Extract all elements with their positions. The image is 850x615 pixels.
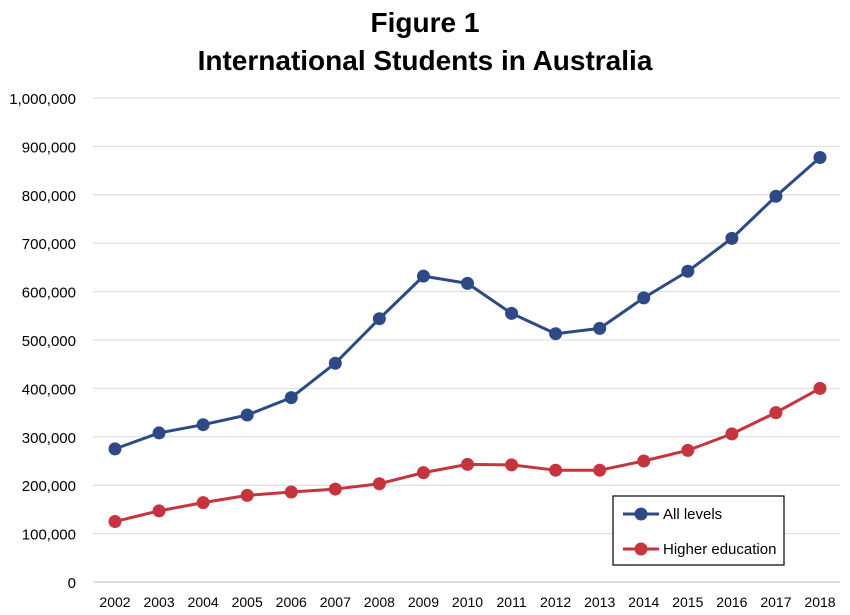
data-point [108, 442, 122, 456]
x-tick-label: 2004 [188, 594, 219, 610]
data-point [593, 463, 607, 477]
legend: All levels Higher education [612, 495, 785, 566]
series-all-levels [108, 151, 827, 456]
data-point [725, 231, 739, 245]
legend-marker [634, 507, 648, 521]
data-point [813, 151, 827, 165]
data-point [637, 291, 651, 305]
legend-item: Higher education [623, 541, 776, 558]
data-point [681, 264, 695, 278]
chart-title-line-2: International Students in Australia [197, 45, 653, 76]
data-point [416, 269, 430, 283]
data-point [725, 427, 739, 441]
data-point [549, 327, 563, 341]
data-point [152, 504, 166, 518]
x-tick-label: 2003 [143, 594, 174, 610]
y-tick-label: 300,000 [22, 430, 76, 447]
x-tick-label: 2002 [99, 594, 130, 610]
x-tick-label: 2014 [628, 594, 659, 610]
y-tick-label: 800,000 [22, 188, 76, 205]
data-point [549, 463, 563, 477]
x-tick-label: 2018 [804, 594, 835, 610]
x-axis-tick-labels: 2002 2003 2004 2005 2006 2007 2008 2009 2010 2011… [99, 594, 835, 610]
x-tick-label: 2008 [364, 594, 395, 610]
x-tick-label: 2017 [760, 594, 791, 610]
x-tick-label: 2012 [540, 594, 571, 610]
legend-label: Higher education [663, 541, 776, 558]
x-tick-label: 2007 [320, 594, 351, 610]
data-point [372, 312, 386, 326]
data-point [240, 488, 254, 502]
data-point [681, 443, 695, 457]
x-tick-label: 2009 [408, 594, 439, 610]
data-point [284, 485, 298, 499]
chart-title-line-1: Figure 1 [370, 7, 480, 38]
legend-item: All levels [623, 506, 722, 523]
data-point [284, 391, 298, 405]
data-point [328, 356, 342, 370]
series-line [114, 156, 821, 451]
data-point [461, 276, 474, 290]
series-higher-education [108, 381, 827, 528]
data-point [196, 418, 210, 432]
y-axis-tick-labels: 0 100,000 200,000 300,000 400,000 500,000 600,… [9, 91, 76, 592]
x-tick-label: 2013 [584, 594, 615, 610]
data-point [813, 381, 827, 395]
y-tick-label: 1,000,000 [9, 91, 76, 108]
x-tick-label: 2010 [452, 594, 483, 610]
series-lines [108, 151, 827, 528]
x-tick-label: 2015 [672, 594, 703, 610]
x-tick-label: 2005 [232, 594, 263, 610]
data-point [505, 306, 519, 320]
data-point [152, 426, 166, 440]
y-tick-label: 600,000 [22, 285, 76, 302]
data-point [372, 477, 386, 491]
data-point [416, 466, 430, 480]
x-tick-label: 2016 [716, 594, 747, 610]
gridlines [93, 97, 840, 535]
x-tick-label: 2006 [276, 594, 307, 610]
y-tick-label: 0 [68, 575, 76, 592]
y-tick-label: 400,000 [22, 381, 76, 398]
y-tick-label: 100,000 [22, 527, 76, 544]
data-point [637, 454, 651, 468]
legend-marker [634, 542, 648, 556]
y-tick-label: 500,000 [22, 333, 76, 350]
legend-label: All levels [663, 506, 722, 523]
data-point [593, 321, 607, 335]
y-tick-label: 700,000 [22, 236, 76, 253]
data-point [461, 457, 474, 471]
y-tick-label: 900,000 [22, 139, 76, 156]
data-point [328, 482, 342, 496]
x-tick-label: 2011 [497, 594, 527, 610]
data-point [769, 406, 783, 420]
data-point [108, 515, 122, 528]
data-point [505, 458, 519, 472]
data-point [769, 189, 783, 203]
data-point [240, 408, 254, 422]
y-tick-label: 200,000 [22, 478, 76, 495]
data-point [196, 496, 210, 510]
